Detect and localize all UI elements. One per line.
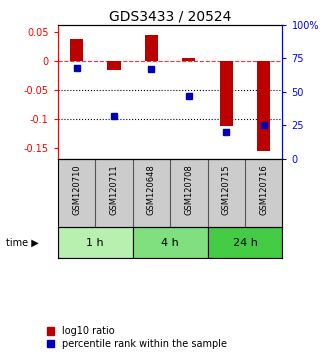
Bar [145, 35, 158, 61]
Bar [182, 58, 195, 61]
Text: GSM120716: GSM120716 [259, 164, 268, 215]
Bar [58, 227, 133, 258]
Bar [133, 227, 208, 258]
Text: 4 h: 4 h [161, 238, 179, 247]
Text: time ▶: time ▶ [6, 238, 39, 247]
Text: GSM120711: GSM120711 [109, 164, 118, 215]
Bar [220, 61, 233, 126]
Text: 24 h: 24 h [233, 238, 257, 247]
Text: GSM120710: GSM120710 [72, 164, 81, 215]
Text: GSM120708: GSM120708 [184, 164, 193, 215]
Bar [70, 39, 83, 61]
Text: GSM120648: GSM120648 [147, 164, 156, 215]
Bar [208, 227, 282, 258]
Text: GSM120715: GSM120715 [222, 164, 231, 215]
Legend: log10 ratio, percentile rank within the sample: log10 ratio, percentile rank within the … [47, 326, 227, 349]
Bar [257, 61, 270, 151]
Text: 1 h: 1 h [86, 238, 104, 247]
Bar [108, 61, 120, 70]
Title: GDS3433 / 20524: GDS3433 / 20524 [109, 10, 231, 24]
